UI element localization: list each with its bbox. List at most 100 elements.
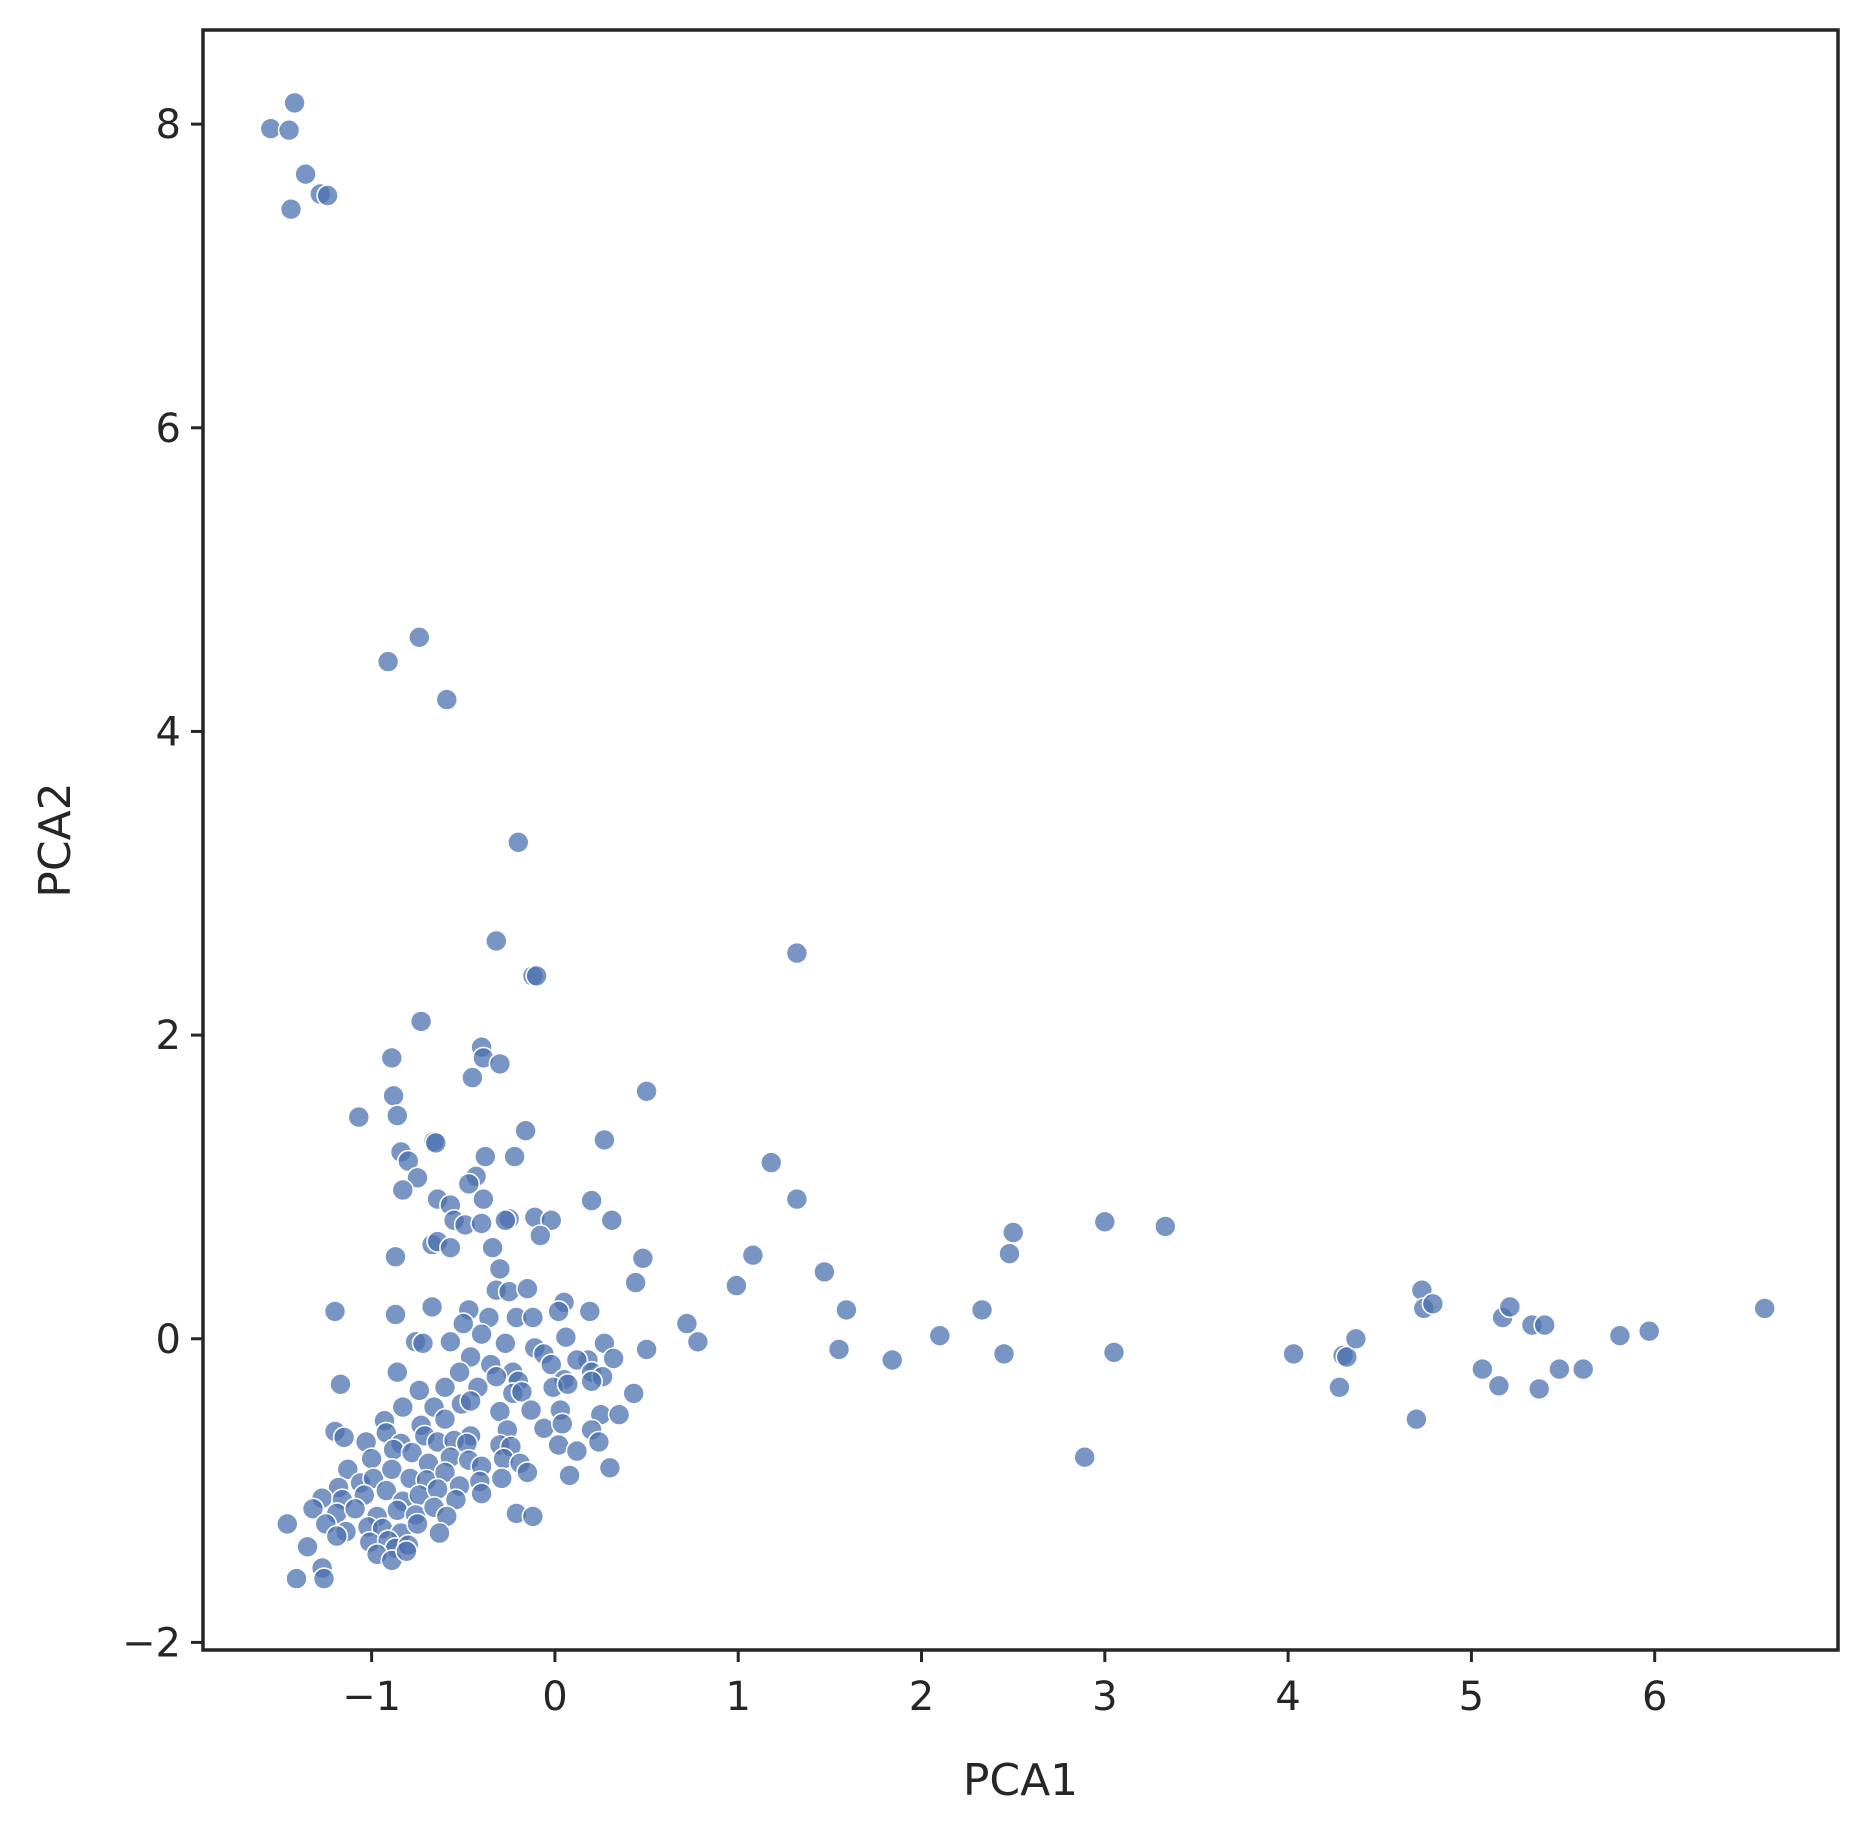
data-point bbox=[376, 650, 400, 673]
data-point bbox=[411, 1332, 435, 1355]
data-point bbox=[497, 1280, 521, 1303]
data-point bbox=[428, 1521, 451, 1545]
data-point bbox=[998, 1242, 1021, 1265]
x-tick-label: 5 bbox=[1459, 1674, 1484, 1720]
data-point bbox=[384, 1245, 407, 1269]
data-point bbox=[598, 1456, 622, 1480]
data-point bbox=[424, 1131, 448, 1155]
data-point bbox=[556, 1373, 580, 1396]
data-point bbox=[296, 1535, 319, 1559]
data-point bbox=[343, 1497, 367, 1521]
data-point bbox=[470, 1212, 493, 1235]
data-point bbox=[332, 1426, 356, 1449]
data-point bbox=[347, 1105, 371, 1129]
y-tick-label: 4 bbox=[156, 709, 181, 755]
scatter-points bbox=[259, 91, 1776, 1590]
data-point bbox=[470, 1322, 493, 1346]
data-point bbox=[631, 1247, 655, 1270]
data-point bbox=[813, 1260, 836, 1284]
data-point bbox=[539, 1353, 563, 1376]
data-point bbox=[285, 1567, 308, 1590]
data-point bbox=[406, 1166, 429, 1190]
data-point bbox=[593, 1128, 616, 1152]
data-point bbox=[380, 1458, 404, 1481]
data-point bbox=[565, 1439, 589, 1463]
data-point bbox=[550, 1412, 574, 1436]
data-point bbox=[470, 1482, 493, 1505]
data-point bbox=[484, 929, 508, 953]
data-point bbox=[382, 1438, 405, 1461]
x-axis-ticks: −1 0 1 2 3 4 5 6 bbox=[342, 1650, 1667, 1720]
data-point bbox=[725, 1274, 748, 1297]
data-point bbox=[741, 1243, 765, 1267]
data-point bbox=[622, 1382, 646, 1405]
x-tick-label: 0 bbox=[542, 1674, 567, 1720]
data-point bbox=[336, 1458, 360, 1481]
data-point bbox=[525, 964, 548, 988]
y-axis-label: PCA2 bbox=[30, 782, 81, 897]
data-point bbox=[279, 197, 303, 221]
data-point bbox=[406, 1512, 429, 1536]
data-point bbox=[301, 1497, 325, 1521]
data-point bbox=[1498, 1295, 1522, 1319]
data-point bbox=[433, 1407, 457, 1431]
data-point bbox=[329, 1373, 352, 1396]
data-point bbox=[312, 1567, 336, 1590]
y-tick-label: 8 bbox=[156, 102, 181, 148]
data-point bbox=[448, 1360, 471, 1384]
data-point bbox=[488, 1257, 512, 1281]
data-point bbox=[488, 1052, 512, 1076]
data-point bbox=[451, 1312, 475, 1335]
data-point bbox=[514, 1119, 537, 1142]
data-point bbox=[426, 1477, 449, 1501]
data-point bbox=[532, 1417, 556, 1440]
data-point bbox=[521, 1505, 545, 1528]
x-axis-label: PCA1 bbox=[963, 1755, 1078, 1806]
data-point bbox=[578, 1300, 602, 1323]
data-point bbox=[420, 1295, 444, 1319]
data-point bbox=[1093, 1210, 1117, 1234]
data-point bbox=[395, 1540, 418, 1563]
data-point bbox=[1487, 1374, 1511, 1398]
data-point bbox=[385, 1360, 409, 1384]
data-point bbox=[490, 1467, 514, 1490]
data-point bbox=[380, 1046, 404, 1070]
data-point bbox=[624, 1271, 647, 1294]
data-point bbox=[607, 1403, 631, 1426]
data-point bbox=[325, 1524, 349, 1548]
data-point bbox=[472, 1187, 495, 1211]
data-point bbox=[1102, 1341, 1126, 1364]
data-point bbox=[1282, 1342, 1305, 1366]
data-point bbox=[360, 1447, 383, 1470]
data-point bbox=[316, 184, 339, 207]
data-point bbox=[439, 1236, 462, 1259]
data-point bbox=[435, 688, 459, 711]
y-tick-label: 2 bbox=[156, 1013, 181, 1059]
data-point bbox=[484, 1365, 508, 1388]
data-point bbox=[294, 162, 317, 186]
data-point bbox=[1527, 1377, 1551, 1401]
data-point bbox=[461, 1066, 484, 1089]
data-point bbox=[1548, 1357, 1571, 1381]
data-point bbox=[510, 1380, 534, 1404]
data-point bbox=[1328, 1376, 1351, 1399]
data-point bbox=[503, 1145, 526, 1168]
data-point bbox=[283, 91, 306, 115]
data-point bbox=[384, 1303, 407, 1326]
x-tick-label: 3 bbox=[1092, 1674, 1117, 1720]
data-point bbox=[928, 1324, 952, 1347]
data-point bbox=[1001, 1221, 1025, 1244]
data-point bbox=[602, 1347, 625, 1370]
data-point bbox=[1073, 1445, 1096, 1469]
data-point bbox=[400, 1441, 424, 1464]
data-point bbox=[494, 1209, 517, 1232]
data-point bbox=[1571, 1357, 1595, 1381]
data-point bbox=[516, 1277, 539, 1300]
data-point bbox=[275, 1512, 299, 1536]
data-point bbox=[1405, 1407, 1428, 1431]
data-point bbox=[1154, 1215, 1177, 1238]
data-point bbox=[1344, 1327, 1368, 1351]
data-point bbox=[521, 1306, 545, 1329]
data-point bbox=[587, 1430, 611, 1454]
